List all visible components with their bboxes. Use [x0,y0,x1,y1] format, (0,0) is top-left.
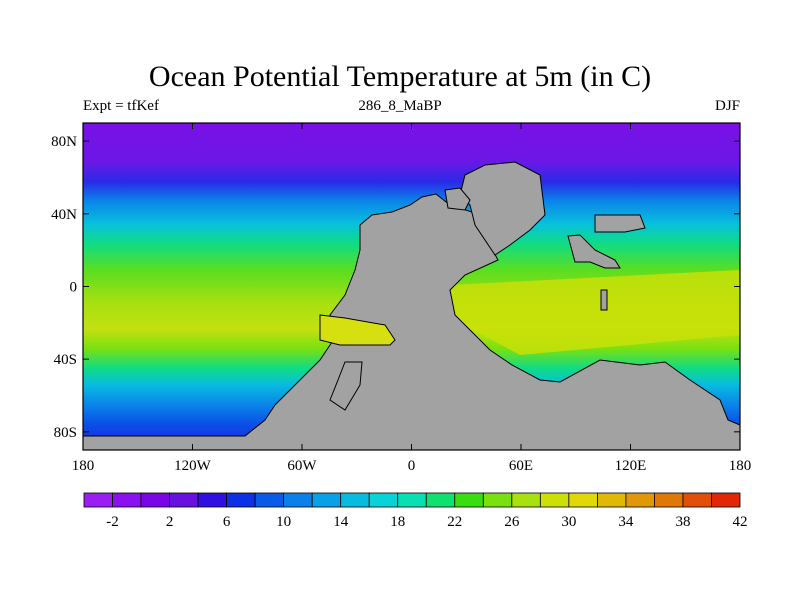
lon-label: 0 [408,458,416,474]
colorbar-label: 26 [504,514,520,530]
colorbar-label: 6 [223,514,231,530]
colorbar-swatch [654,492,684,508]
lat-label: 80N [51,134,77,150]
colorbar-swatch [140,492,170,508]
colorbar-swatch [226,492,256,508]
lon-label: 180 [72,458,95,474]
warm-pool [450,270,740,355]
lon-label: 180 [729,458,752,474]
colorbar-swatch [311,492,342,508]
colorbar-swatch [511,492,541,508]
southern-peninsula [329,361,363,411]
colorbar-label: 2 [166,514,174,530]
colorbar-swatch [83,492,113,508]
colorbar-swatch [711,492,741,508]
colorbar-label: 38 [675,514,690,530]
axis-ticks: 80N 40N 0 40S 80S 180 120W 60W 0 60E 120E 180 [51,123,751,474]
colorbar-swatch [682,492,712,508]
colorbar-swatch [368,492,399,508]
colorbar-swatch [340,492,370,508]
lat-label: 40N [51,207,77,223]
colorbar-swatch [112,492,142,508]
lon-label: 120E [615,458,647,474]
east-fragment [567,234,621,269]
colorbar-swatch [169,492,199,508]
colorbar-label: 22 [447,514,462,530]
map-title: Ocean Potential Temperature at 5m (in C) [148,60,652,93]
period-label: 286_8_MaBP [358,98,442,114]
colorbar-swatch [197,492,228,508]
landmasses [82,161,741,451]
colorbar-swatch [425,492,456,508]
experiment-label: Expt = tfKef [83,98,159,114]
colorbar-swatch [568,492,598,508]
colorbar-swatch [283,492,313,508]
colorbar-swatch [397,492,427,508]
island-west [444,187,471,211]
island-east [594,214,646,233]
colorbar-swatch [482,492,513,508]
lon-label: 60W [287,458,317,474]
colorbar-swatch [625,492,655,508]
colorbar-label: 14 [333,514,349,530]
colorbar-swatch [596,492,627,508]
colorbar-label: 10 [276,514,291,530]
lon-label: 120W [174,458,212,474]
colorbar: -2 2 6 10 14 18 22 26 30 34 38 42 [83,492,748,530]
lat-label: 80S [54,425,77,441]
colorbar-swatch [539,492,570,508]
season-label: DJF [714,98,740,114]
inland-sea [319,314,396,346]
colorbar-label: -2 [106,514,119,530]
colorbar-swatch [454,492,484,508]
lat-label: 0 [70,280,78,296]
lon-label: 60E [509,458,533,474]
colorbar-label: 34 [618,514,634,530]
colorbar-swatch [254,492,285,508]
colorbar-label: 30 [561,514,576,530]
lat-label: 40S [54,352,77,368]
islet [600,289,608,311]
colorbar-label: 18 [390,514,405,530]
colorbar-label: 42 [733,514,748,530]
